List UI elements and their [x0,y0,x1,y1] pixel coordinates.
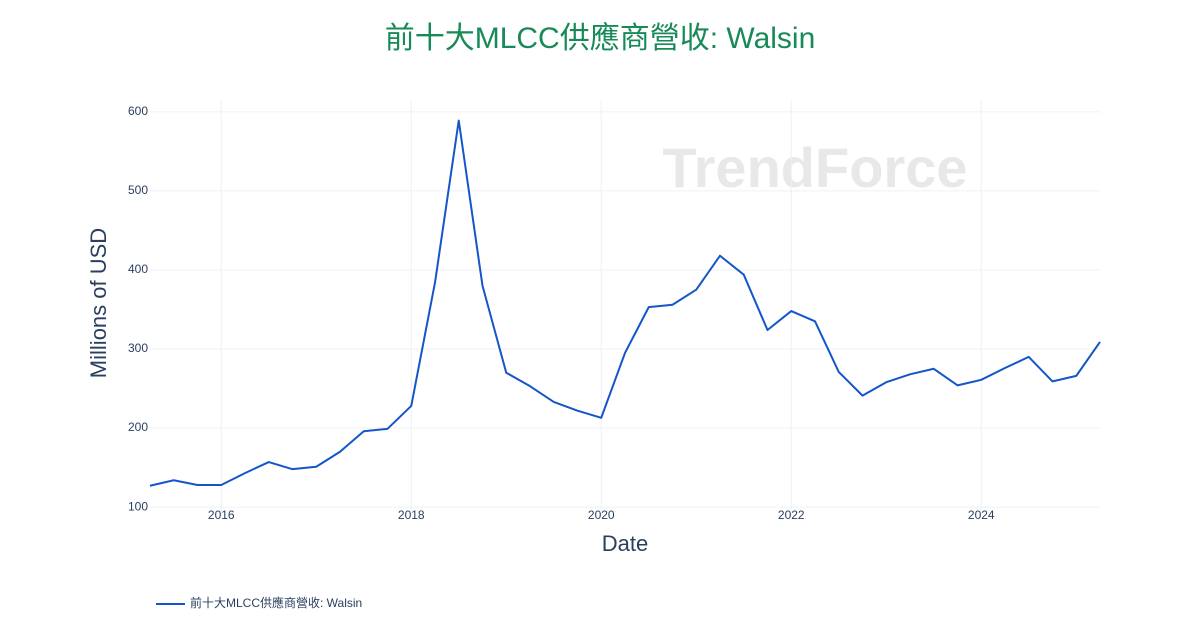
line-series [149,119,1101,487]
y-tick-label: 500 [128,183,148,197]
x-tick-label: 2018 [398,508,425,522]
y-tick-label: 400 [128,262,148,276]
legend-label: 前十大MLCC供應商營收: Walsin [190,595,362,610]
x-tick-label: 2022 [778,508,805,522]
x-tick-label: 2024 [968,508,995,522]
y-tick-label: 100 [128,499,148,513]
x-axis-label: Date [602,531,648,556]
y-tick-label: 200 [128,420,148,434]
chart-title: 前十大MLCC供應商營收: Walsin [385,22,816,55]
y-axis-label: Millions of USD [86,228,111,378]
watermark: TrendForce [663,136,968,199]
y-tick-label: 300 [128,341,148,355]
x-tick-label: 2016 [208,508,235,522]
x-tick-label: 2020 [588,508,615,522]
y-tick-label: 600 [128,104,148,118]
